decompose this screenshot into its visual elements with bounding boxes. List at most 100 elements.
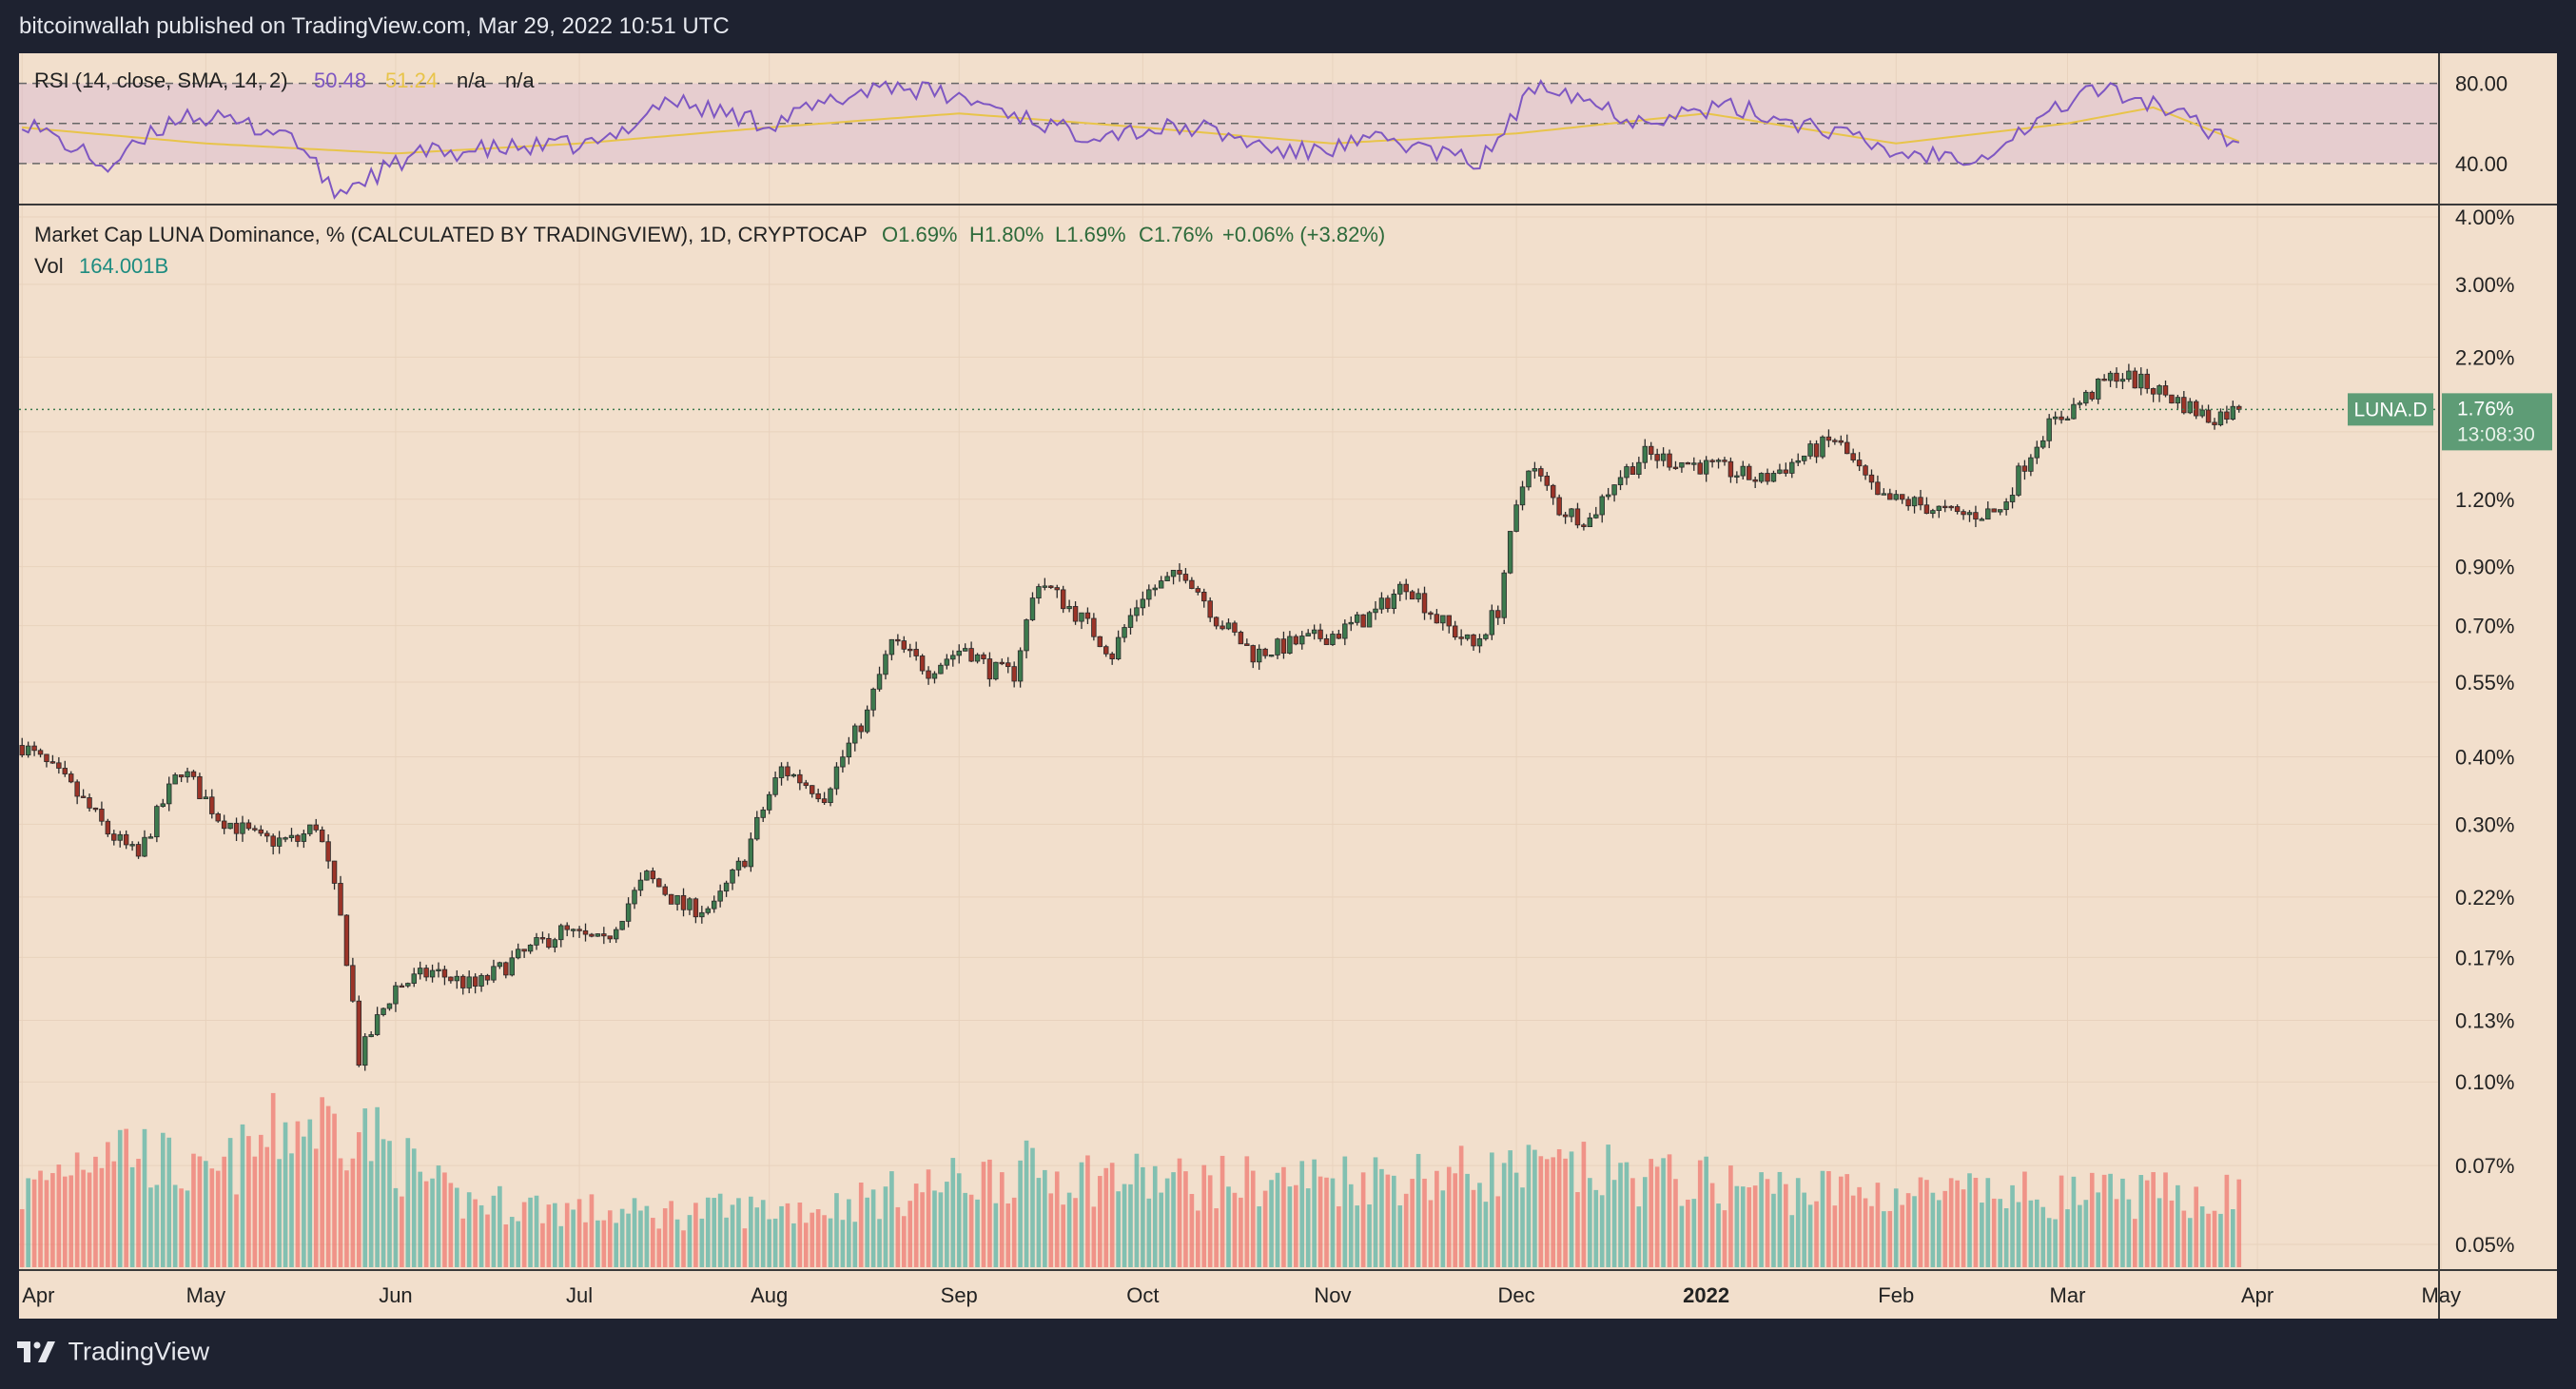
- rsi-pane[interactable]: [19, 53, 2438, 204]
- candle-up[interactable]: [1366, 612, 1373, 628]
- candle-up[interactable]: [1305, 633, 1311, 636]
- candle-down[interactable]: [178, 774, 185, 778]
- candle-down[interactable]: [1220, 625, 1225, 630]
- candle-down[interactable]: [1875, 481, 1881, 496]
- candle-up[interactable]: [1115, 636, 1122, 660]
- candle-down[interactable]: [2169, 394, 2175, 404]
- candle-up[interactable]: [25, 745, 31, 755]
- candle-up[interactable]: [931, 673, 938, 679]
- candle-down[interactable]: [1207, 600, 1213, 618]
- price-scale[interactable]: [2440, 53, 2557, 1269]
- candle-up[interactable]: [1611, 484, 1617, 496]
- candle-down[interactable]: [1048, 585, 1054, 589]
- candle-down[interactable]: [252, 828, 258, 831]
- candle-up[interactable]: [760, 809, 766, 818]
- candle-down[interactable]: [1452, 625, 1458, 638]
- candle-down[interactable]: [472, 976, 478, 987]
- candle-up[interactable]: [846, 742, 852, 758]
- candle-down[interactable]: [1918, 497, 1923, 506]
- candle-down[interactable]: [1948, 505, 1954, 509]
- candle-down[interactable]: [1991, 508, 1997, 513]
- candle-down[interactable]: [190, 771, 197, 777]
- candle-up[interactable]: [2217, 411, 2224, 425]
- candle-up[interactable]: [2119, 379, 2126, 382]
- candle-down[interactable]: [662, 886, 668, 895]
- candle-down[interactable]: [2021, 465, 2028, 472]
- candle-up[interactable]: [1287, 636, 1293, 655]
- candle-up[interactable]: [1911, 497, 1918, 507]
- candle-up[interactable]: [491, 966, 497, 981]
- candle-down[interactable]: [484, 974, 491, 981]
- candle-down[interactable]: [895, 638, 901, 642]
- candle-up[interactable]: [1066, 606, 1072, 610]
- candle-up[interactable]: [1476, 638, 1483, 647]
- candle-up[interactable]: [1440, 615, 1446, 624]
- candle-down[interactable]: [448, 976, 454, 982]
- candle-down[interactable]: [1262, 648, 1268, 656]
- candle-down[interactable]: [99, 809, 105, 822]
- candle-up[interactable]: [1734, 475, 1740, 478]
- time-scale[interactable]: [19, 1271, 2557, 1319]
- candle-down[interactable]: [460, 975, 466, 988]
- candle-up[interactable]: [1122, 627, 1127, 638]
- candle-down[interactable]: [1838, 440, 1844, 443]
- candle-down[interactable]: [356, 1000, 362, 1066]
- candle-up[interactable]: [1299, 636, 1305, 645]
- candle-down[interactable]: [1825, 436, 1832, 441]
- candle-down[interactable]: [2224, 411, 2230, 420]
- candle-down[interactable]: [2132, 370, 2138, 389]
- candle-up[interactable]: [1985, 508, 1991, 520]
- candle-up[interactable]: [1164, 576, 1170, 581]
- candle-down[interactable]: [68, 773, 74, 783]
- candle-down[interactable]: [338, 883, 343, 916]
- candle-down[interactable]: [1103, 646, 1109, 655]
- candle-up[interactable]: [2003, 501, 2009, 511]
- candle-down[interactable]: [423, 968, 429, 978]
- candle-down[interactable]: [1238, 632, 1244, 645]
- candle-up[interactable]: [938, 664, 944, 675]
- candle-up[interactable]: [160, 803, 166, 808]
- candle-down[interactable]: [1446, 615, 1452, 627]
- candle-down[interactable]: [19, 745, 25, 755]
- candle-down[interactable]: [564, 925, 570, 930]
- candle-up[interactable]: [625, 903, 632, 922]
- candle-up[interactable]: [1268, 655, 1275, 657]
- candle-down[interactable]: [399, 985, 405, 988]
- candle-down[interactable]: [539, 937, 546, 940]
- candle-down[interactable]: [1097, 636, 1103, 648]
- candle-up[interactable]: [1079, 612, 1084, 622]
- candle-down[interactable]: [1232, 622, 1238, 633]
- candle-up[interactable]: [772, 777, 778, 795]
- candle-down[interactable]: [62, 768, 68, 774]
- candle-up[interactable]: [1146, 589, 1152, 600]
- candle-up[interactable]: [147, 836, 154, 839]
- candle-down[interactable]: [907, 648, 913, 652]
- candle-up[interactable]: [288, 834, 295, 838]
- candle-up[interactable]: [466, 976, 472, 988]
- candle-down[interactable]: [582, 929, 589, 935]
- candle-down[interactable]: [1189, 579, 1195, 589]
- candle-up[interactable]: [1740, 465, 1747, 477]
- candle-down[interactable]: [1562, 514, 1569, 518]
- candle-up[interactable]: [833, 766, 840, 790]
- candle-up[interactable]: [515, 949, 521, 959]
- candle-down[interactable]: [1201, 591, 1207, 602]
- candle-down[interactable]: [92, 807, 99, 811]
- candle-up[interactable]: [362, 1036, 368, 1066]
- candle-up[interactable]: [129, 844, 135, 847]
- candle-down[interactable]: [668, 893, 674, 905]
- candle-down[interactable]: [2236, 405, 2242, 410]
- candle-down[interactable]: [546, 938, 552, 949]
- candle-up[interactable]: [454, 975, 460, 982]
- candle-down[interactable]: [111, 833, 117, 841]
- candle-down[interactable]: [1868, 474, 1875, 483]
- candle-down[interactable]: [785, 766, 790, 776]
- candle-down[interactable]: [693, 898, 699, 918]
- candle-up[interactable]: [883, 654, 888, 675]
- candle-up[interactable]: [699, 911, 705, 918]
- candle-up[interactable]: [1127, 615, 1134, 628]
- candle-down[interactable]: [1091, 617, 1097, 637]
- candle-down[interactable]: [1649, 445, 1654, 455]
- candle-up[interactable]: [1042, 585, 1048, 588]
- candle-down[interactable]: [37, 750, 44, 755]
